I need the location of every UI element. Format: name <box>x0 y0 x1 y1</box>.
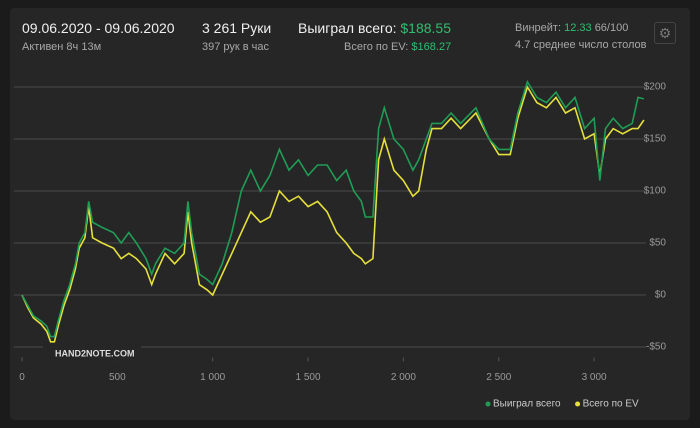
ev-total: Всего по EV: $168.27 <box>344 41 451 53</box>
winrate-label: Винрейт: <box>515 22 562 34</box>
y-tick-label: $100 <box>644 186 667 197</box>
ev-value: $168.27 <box>411 41 452 53</box>
hands: 3 261 Руки <box>202 20 272 36</box>
y-tick-label: -$50 <box>646 342 666 353</box>
x-tick-label: 1 000 <box>200 372 225 383</box>
settings-button[interactable]: ⚙ <box>654 22 676 44</box>
x-tick-label: 1 500 <box>296 372 321 383</box>
legend-marker <box>485 401 491 407</box>
date-range: 09.06.2020 - 09.06.2020 <box>22 20 175 36</box>
winrate-value: 12.33 <box>564 22 592 34</box>
winrate-hands: 66/100 <box>594 22 629 34</box>
y-tick-label: $150 <box>644 134 667 145</box>
x-tick-label: 2 000 <box>391 372 416 383</box>
y-tick-label: $50 <box>649 238 666 249</box>
x-tick-label: 2 500 <box>486 372 511 383</box>
legend-label: Всего по EV <box>583 399 639 410</box>
y-tick-label: $200 <box>644 82 667 93</box>
x-tick-label: 3 000 <box>582 372 607 383</box>
logo: HAND2NOTE.COM <box>55 348 135 358</box>
series-line <box>21 85 645 343</box>
winrate: Винрейт: 12.33 66/100 <box>515 22 628 34</box>
active-time: Активен 8ч 13м <box>22 41 102 53</box>
won-label: Выиграл всего: <box>298 20 397 36</box>
won-value: $188.55 <box>400 20 451 36</box>
won-total: Выиграл всего: $188.55 <box>298 20 451 36</box>
x-tick-label: 500 <box>109 372 126 383</box>
y-tick-label: $0 <box>655 290 667 301</box>
logo-bg <box>43 345 141 361</box>
x-tick-label: 0 <box>19 372 25 383</box>
tables: 4.7 среднее число столов <box>515 39 647 51</box>
ev-label: Всего по EV: <box>344 41 409 53</box>
legend-label: Выиграл всего <box>493 399 561 410</box>
hands-per-hour: 397 рук в час <box>202 41 270 53</box>
legend-marker <box>575 401 581 407</box>
series-line <box>21 79 645 338</box>
